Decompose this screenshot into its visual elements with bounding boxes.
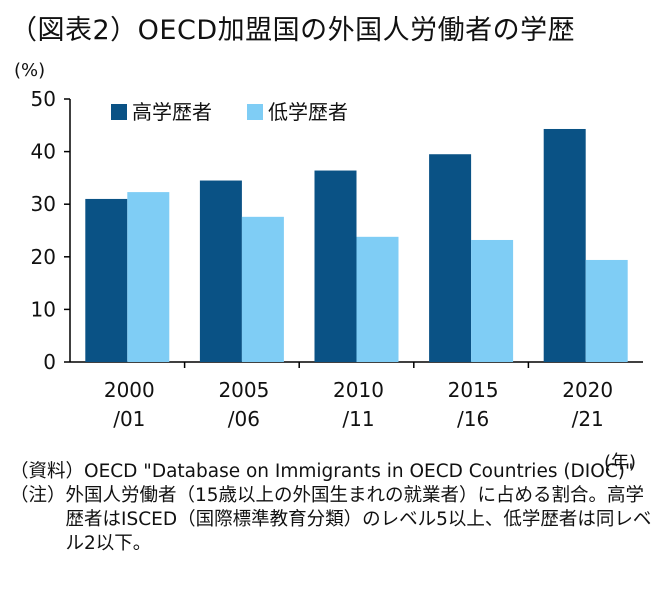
legend-swatch-high xyxy=(111,104,127,120)
x-tick-label: 2005 xyxy=(218,378,269,402)
y-tick-label: 20 xyxy=(31,245,56,269)
y-tick-label: 50 xyxy=(31,87,56,111)
x-axis-unit: (年) xyxy=(604,452,637,473)
x-tick-label: /06 xyxy=(228,407,260,431)
x-tick-label: /11 xyxy=(342,407,374,431)
x-tick-label: /21 xyxy=(572,407,604,431)
y-tick-label: 10 xyxy=(31,297,56,321)
y-tick-label: 30 xyxy=(31,192,56,216)
bar-high-education xyxy=(543,128,586,362)
explanation-note: （注） 外国人労働者（15歳以上の外国生まれの就業者）に占める割合。高学歴者はI… xyxy=(10,484,655,556)
bar-low-education xyxy=(585,259,628,362)
bar-high-education xyxy=(85,198,128,362)
chart-title: （図表2）OECD加盟国の外国人労働者の学歴 xyxy=(10,15,576,46)
bar-chart: 0 10 20 30 40 50 2000/01 2005/06 2010/11 2015/16 2… xyxy=(31,87,643,431)
bar-high-education xyxy=(199,180,242,362)
legend-label-high: 高学歴者 xyxy=(132,100,212,124)
y-tick-label: 40 xyxy=(31,140,56,164)
x-tick-label: 2010 xyxy=(333,378,384,402)
y-tick-label: 0 xyxy=(43,350,56,374)
bar-high-education xyxy=(314,170,357,362)
bar-low-education xyxy=(127,192,170,362)
x-tick-label: 2000 xyxy=(104,378,155,402)
x-tick-label: /01 xyxy=(113,407,145,431)
source-text: OECD "Database on Immigrants in OECD Cou… xyxy=(84,461,634,482)
y-axis-unit: (%) xyxy=(14,60,46,81)
bar-low-education xyxy=(471,239,514,362)
bar-low-education xyxy=(241,216,284,362)
note-text: 外国人労働者（15歳以上の外国生まれの就業者）に占める割合。高学歴者はISCED… xyxy=(65,485,652,554)
x-tick-label: /16 xyxy=(457,407,489,431)
source-label: （資料） xyxy=(10,461,85,482)
x-tick-label: 2020 xyxy=(562,378,613,402)
bar-high-education xyxy=(429,154,472,362)
bar-low-education xyxy=(356,236,399,362)
legend-swatch-low xyxy=(247,104,263,120)
legend-label-low: 低学歴者 xyxy=(268,100,348,124)
source-note: （資料） OECD "Database on Immigrants in OEC… xyxy=(10,460,655,484)
x-tick-label: 2015 xyxy=(448,378,499,402)
note-label: （注） xyxy=(10,485,66,506)
footnotes: （資料） OECD "Database on Immigrants in OEC… xyxy=(10,460,655,556)
